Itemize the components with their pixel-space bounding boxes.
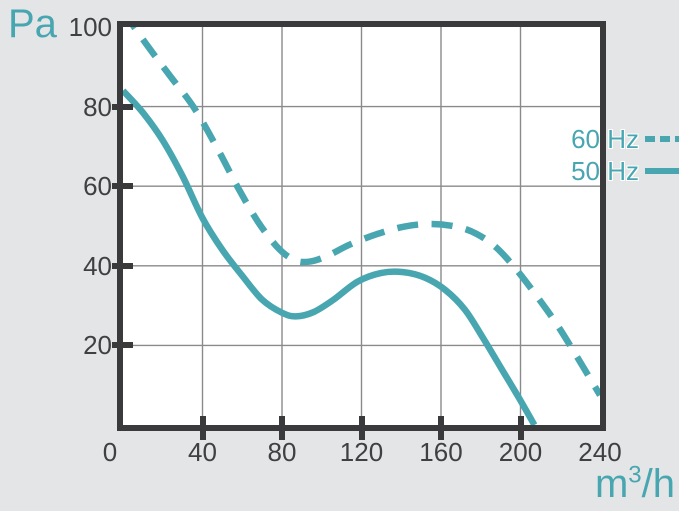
x-tick-mark-160 — [438, 416, 444, 440]
legend-line-dashed-icon — [645, 136, 679, 142]
x-tick-label-240: 240 — [578, 437, 622, 467]
legend: 60 Hz 50 Hz — [543, 123, 679, 187]
legend-label-50hz: 50 Hz — [571, 155, 639, 186]
x-tick-mark-80 — [279, 416, 285, 440]
x-tick-label-40: 40 — [188, 437, 217, 467]
x-tick-label-0: 0 — [102, 437, 118, 467]
y-tick-label-20: 20 — [83, 330, 112, 361]
plot-area — [123, 27, 600, 425]
curve-60hz — [130, 27, 600, 397]
x-tick-label-160: 160 — [419, 437, 463, 467]
x-tick-mark-120 — [358, 416, 365, 440]
x-axis-unit-suffix: /h — [641, 462, 675, 506]
x-tick-mark-200 — [517, 416, 524, 440]
x-tick-label-120: 120 — [339, 437, 384, 467]
legend-row-60hz: 60 Hz — [543, 123, 679, 155]
y-tick-label-40: 40 — [83, 250, 112, 281]
legend-label-60hz: 60 Hz — [571, 123, 639, 154]
y-tick-label-80: 80 — [83, 91, 112, 122]
plot-frame: 60 Hz 50 Hz — [117, 21, 679, 431]
x-axis-unit-exponent: 3 — [628, 461, 642, 489]
y-axis-unit-label: Pa — [8, 2, 57, 46]
y-tick-mark-60 — [112, 183, 133, 190]
x-tick-mark-40 — [199, 416, 206, 440]
x-tick-label-80: 80 — [267, 437, 297, 467]
legend-row-50hz: 50 Hz — [543, 155, 679, 187]
y-tick-mark-40 — [112, 262, 133, 269]
y-tick-label-60: 60 — [83, 171, 112, 202]
x-tick-label-200: 200 — [498, 437, 543, 467]
curve-50hz — [123, 88, 538, 425]
y-tick-mark-80 — [112, 103, 133, 110]
x-axis-unit-prefix: m — [594, 462, 629, 506]
x-axis-unit-label: m3/h — [595, 462, 675, 506]
y-tick-mark-20 — [112, 342, 133, 349]
legend-line-solid-icon — [645, 168, 679, 174]
y-tick-label-100: 100 — [68, 12, 112, 42]
